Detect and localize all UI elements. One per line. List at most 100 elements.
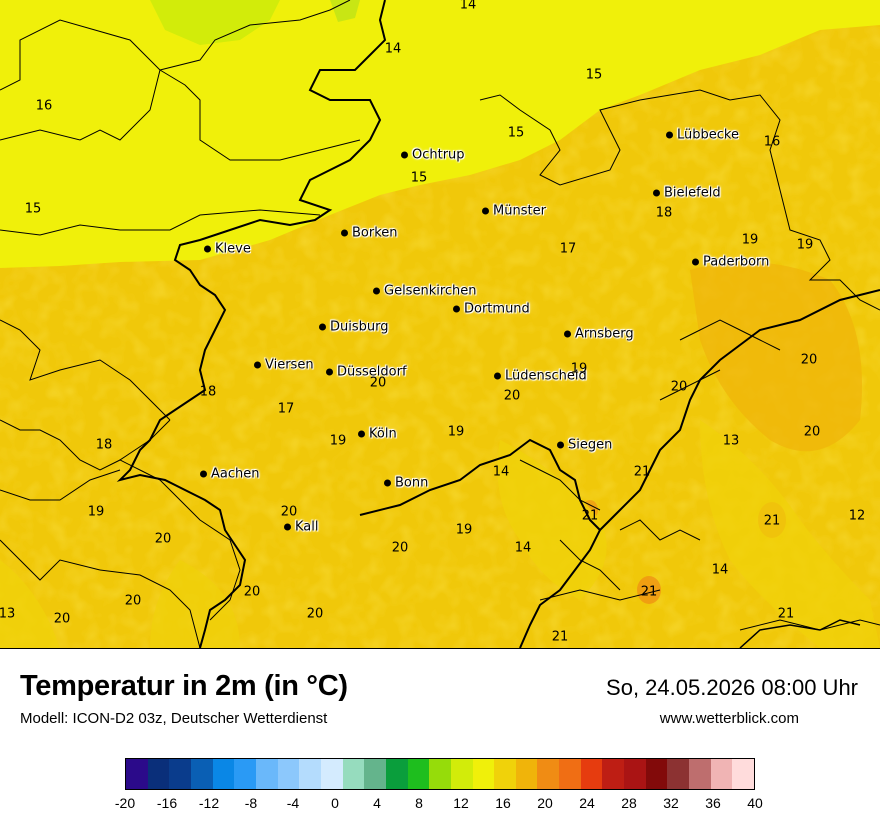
- temperature-value: 14: [459, 0, 477, 13]
- city-name: Lübbecke: [677, 127, 739, 143]
- temperature-value: 20: [280, 504, 298, 520]
- temperature-value: 14: [514, 540, 532, 556]
- city-marker[interactable]: Gelsenkirchen: [373, 284, 477, 299]
- color-legend: [125, 758, 755, 790]
- legend-swatch: [364, 759, 386, 789]
- legend-tick-label: 4: [373, 795, 381, 811]
- legend-tick-label: 12: [453, 795, 469, 811]
- model-info: Modell: ICON-D2 03z, Deutscher Wetterdie…: [20, 710, 328, 727]
- legend-swatch: [234, 759, 256, 789]
- city-marker[interactable]: Kleve: [204, 242, 251, 257]
- map-title: Temperatur in 2m (in °C): [20, 670, 348, 702]
- map-canvas: [0, 0, 880, 648]
- city-marker[interactable]: Münster: [482, 204, 546, 219]
- city-name: Köln: [369, 426, 397, 442]
- temp-field-warm-east: [690, 262, 862, 452]
- city-name: Münster: [493, 203, 546, 219]
- city-name: Dortmund: [464, 301, 530, 317]
- state-border: [116, 0, 387, 648]
- city-dot-icon: [319, 323, 326, 331]
- legend-tick-label: 24: [579, 795, 595, 811]
- city-marker[interactable]: Bielefeld: [653, 186, 721, 201]
- city-name: Ochtrup: [412, 147, 465, 163]
- temperature-value: 21: [763, 513, 781, 529]
- city-marker[interactable]: Kall: [284, 520, 319, 535]
- temperature-value: 18: [655, 205, 673, 221]
- city-dot-icon: [666, 131, 673, 139]
- legend-swatch: [710, 759, 733, 789]
- legend-swatch: [147, 759, 170, 789]
- city-name: Bielefeld: [664, 185, 721, 201]
- city-name: Duisburg: [330, 319, 389, 335]
- city-marker[interactable]: Arnsberg: [564, 327, 634, 342]
- city-dot-icon: [653, 189, 660, 197]
- city-marker[interactable]: Aachen: [200, 467, 259, 482]
- temperature-value: 15: [507, 125, 525, 141]
- legend-tick-label: 32: [663, 795, 679, 811]
- city-marker[interactable]: Paderborn: [692, 255, 769, 270]
- legend-swatch: [320, 759, 343, 789]
- city-dot-icon: [494, 372, 501, 380]
- temperature-value: 20: [503, 388, 521, 404]
- city-dot-icon: [341, 229, 348, 237]
- legend-swatch: [689, 759, 711, 789]
- city-marker[interactable]: Ochtrup: [401, 148, 465, 163]
- city-marker[interactable]: Lübbecke: [666, 128, 739, 143]
- forecast-datetime: So, 24.05.2026 08:00 Uhr: [606, 675, 858, 700]
- temp-field-cool-south: [150, 560, 240, 648]
- temperature-value: 20: [800, 352, 818, 368]
- city-marker[interactable]: Bonn: [384, 476, 428, 491]
- city-name: Gelsenkirchen: [384, 283, 477, 299]
- temp-field-green-north: [150, 0, 280, 45]
- legend-tick-label: -4: [286, 795, 300, 811]
- temperature-value: 15: [24, 201, 42, 217]
- city-marker[interactable]: Borken: [341, 226, 398, 241]
- legend-swatch: [169, 759, 191, 789]
- city-marker[interactable]: Siegen: [557, 438, 612, 453]
- legend-swatch: [494, 759, 516, 789]
- temperature-value: 17: [559, 241, 577, 257]
- city-dot-icon: [284, 523, 291, 531]
- city-name: Paderborn: [703, 254, 770, 270]
- legend-swatch: [342, 759, 365, 789]
- state-border-south: [359, 438, 602, 648]
- legend-swatch: [212, 759, 235, 789]
- temperature-value: 13: [722, 433, 740, 449]
- temperature-value: 20: [670, 379, 688, 395]
- legend-swatch: [559, 759, 581, 789]
- temperature-value: 20: [306, 606, 324, 622]
- city-name: Siegen: [568, 437, 613, 453]
- city-dot-icon: [453, 305, 460, 313]
- city-dot-icon: [401, 151, 408, 159]
- legend-tick-label: 40: [747, 795, 763, 811]
- legend-tick-label: 16: [495, 795, 511, 811]
- temperature-map[interactable]: Ochtrup Lübbecke Bielefeld Münster Borken Kle…: [0, 0, 880, 649]
- legend-tick-label: -12: [198, 795, 220, 811]
- city-marker[interactable]: Duisburg: [319, 320, 389, 335]
- temperature-value: 16: [763, 134, 781, 150]
- temperature-value: 15: [585, 67, 603, 83]
- temperature-value: 13: [0, 606, 16, 622]
- temperature-value: 21: [633, 464, 651, 480]
- city-name: Borken: [352, 225, 398, 241]
- legend-tick-label: -16: [156, 795, 178, 811]
- temperature-value: 19: [796, 237, 814, 253]
- city-marker[interactable]: Lüdenscheid: [494, 369, 587, 384]
- city-marker[interactable]: Dortmund: [453, 302, 530, 317]
- city-dot-icon: [557, 441, 564, 449]
- temperature-value: 18: [199, 384, 217, 400]
- website-link[interactable]: www.wetterblick.com: [659, 710, 799, 727]
- region-borders: [0, 0, 880, 648]
- temp-field-green-north2: [330, 0, 360, 22]
- legend-swatch: [667, 759, 690, 789]
- legend-swatch: [472, 759, 495, 789]
- city-marker[interactable]: Köln: [358, 427, 397, 442]
- temperature-value: 19: [447, 424, 465, 440]
- city-marker[interactable]: Düsseldorf: [326, 365, 407, 380]
- temperature-value: 20: [803, 424, 821, 440]
- legend-tick-label: 20: [537, 795, 553, 811]
- city-marker[interactable]: Viersen: [254, 358, 314, 373]
- legend-tick-label: 28: [621, 795, 637, 811]
- legend-swatch: [299, 759, 321, 789]
- legend-swatch: [277, 759, 300, 789]
